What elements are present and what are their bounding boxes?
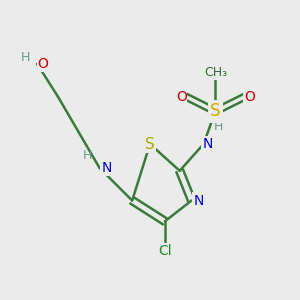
Text: N: N: [203, 137, 213, 151]
Text: O: O: [38, 57, 48, 71]
Text: Cl: Cl: [158, 244, 172, 258]
Text: H: H: [83, 149, 92, 162]
Text: H: H: [20, 51, 30, 64]
Text: H: H: [214, 120, 223, 133]
Text: S: S: [145, 136, 155, 152]
Text: N: N: [194, 194, 204, 208]
Text: N: N: [102, 161, 112, 175]
Text: O: O: [244, 89, 255, 103]
Text: CH₃: CH₃: [204, 66, 227, 79]
Text: O: O: [176, 89, 187, 103]
Text: S: S: [210, 102, 220, 120]
